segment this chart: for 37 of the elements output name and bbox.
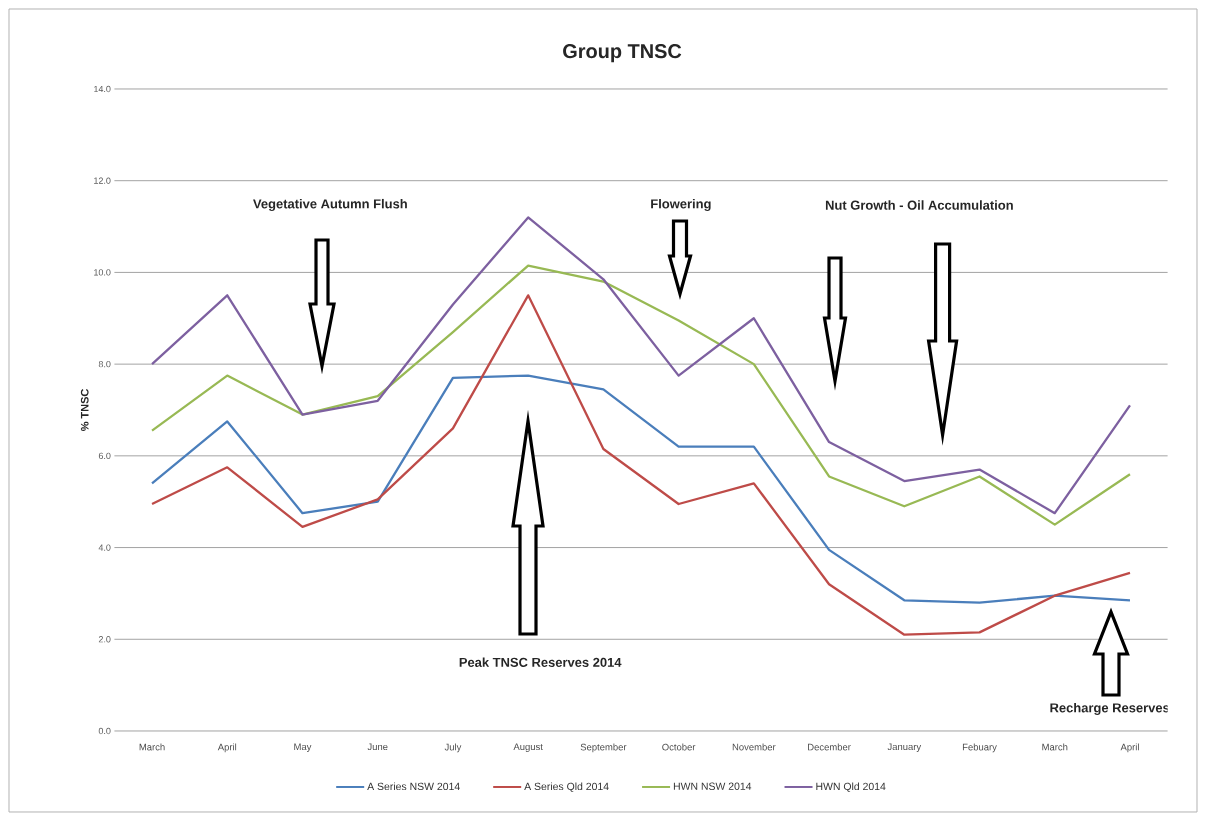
x-tick-label: May [294, 743, 312, 752]
x-tick-label: March [1042, 743, 1068, 751]
y-tick-label: 12.0 [94, 177, 111, 184]
y-axis-title: % TNSC [80, 388, 89, 432]
x-tick-label: March [139, 743, 165, 751]
x-tick-label: October [662, 743, 696, 751]
y-tick-label: 0.0 [98, 727, 111, 735]
y-tick-label: 10.0 [94, 269, 111, 276]
line-series [150, 374, 1132, 604]
annotation: Flowering [651, 198, 711, 212]
legend-label: A Series NSW 2014 [367, 782, 460, 791]
x-tick-label: January [887, 743, 922, 752]
line-series [150, 264, 1132, 526]
x-tick-label: September [580, 743, 627, 753]
annotation: Recharge Reserves [1050, 702, 1170, 716]
y-tick-label: 6.0 [98, 452, 111, 460]
x-tick-label: Febuary [962, 743, 997, 753]
legend-label: HWN NSW 2014 [673, 782, 752, 790]
annotation: Nut Growth - Oil Accumulation [825, 200, 1013, 210]
x-tick-label: July [444, 743, 462, 753]
y-tick-label: 4.0 [98, 544, 111, 551]
x-tick-label: August [513, 743, 543, 752]
annotation: Vegetative Autumn Flush [253, 198, 407, 212]
y-tick-label: 2.0 [98, 636, 111, 643]
annotation: Peak TNSC Reserves 2014 [459, 657, 622, 667]
line-series [150, 294, 1132, 636]
x-tick-label: April [1120, 743, 1139, 753]
x-tick-label: June [367, 743, 388, 751]
legend-label: HWN Qld 2014 [816, 782, 886, 792]
line-series [150, 216, 1132, 515]
legend-label: A Series Qld 2014 [524, 782, 609, 792]
x-tick-label: April [217, 743, 237, 753]
y-tick-label: 14.0 [94, 85, 111, 93]
chart-title: Group TNSC [563, 44, 682, 63]
x-tick-label: December [808, 743, 851, 751]
y-tick-label: 8.0 [98, 360, 111, 368]
x-tick-label: November [732, 743, 776, 751]
